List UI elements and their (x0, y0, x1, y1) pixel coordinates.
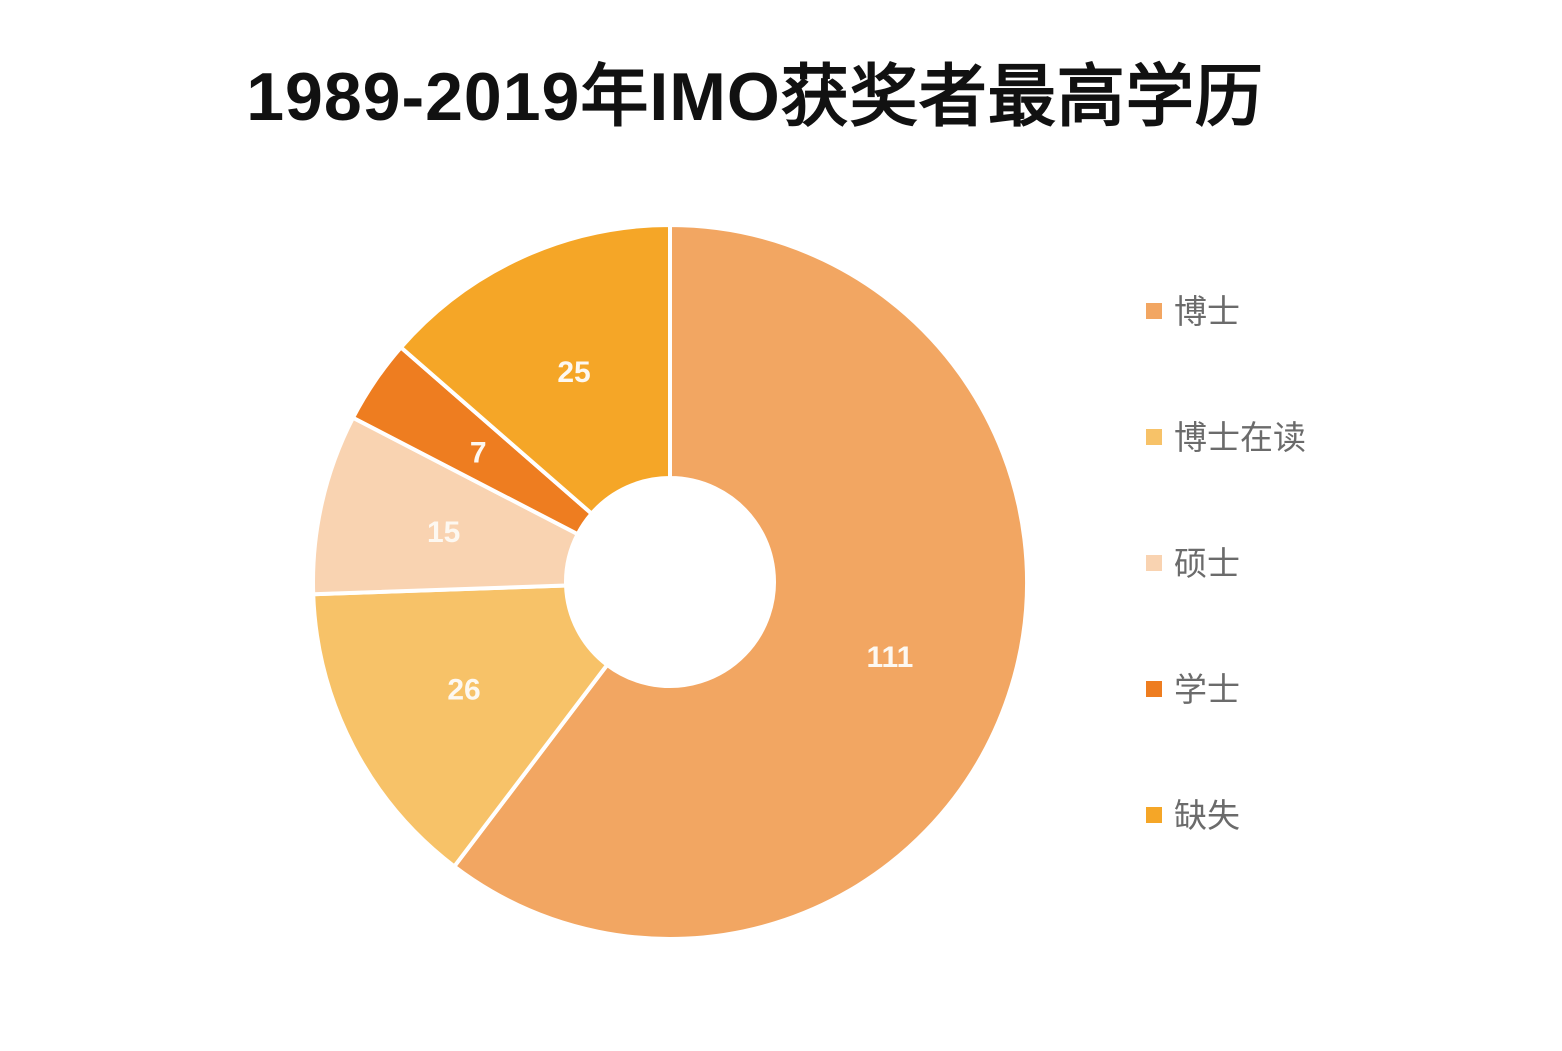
legend-label: 缺失 (1174, 796, 1240, 834)
legend-item-missing: 缺失 (1146, 791, 1306, 839)
legend-item-phd-in-progress: 博士在读 (1146, 413, 1306, 461)
slice-value-label-phd-in-progress: 26 (447, 674, 480, 707)
legend-label: 博士在读 (1174, 418, 1306, 456)
legend-item-phd: 博士 (1146, 287, 1306, 335)
slice-value-label-masters: 15 (427, 516, 460, 549)
slice-value-label-missing: 25 (557, 356, 590, 389)
legend-item-masters: 硕士 (1146, 539, 1306, 587)
chart-title: 1989-2019年IMO获奖者最高学历 (246, 59, 1264, 135)
pie-slice-phd-in-progress (311, 583, 610, 869)
pie-slice-missing (398, 223, 672, 516)
slice-value-label-bachelors: 7 (470, 437, 487, 470)
legend-swatch-icon (1146, 555, 1162, 571)
legend-item-bachelors: 学士 (1146, 665, 1306, 713)
pie-slice-phd (452, 223, 1029, 941)
legend: 博士博士在读硕士学士缺失 (1146, 287, 1306, 839)
legend-swatch-icon (1146, 429, 1162, 445)
slice-value-label-phd: 111 (867, 641, 914, 674)
legend-label: 博士 (1174, 292, 1240, 330)
pie-slice-masters (311, 415, 580, 597)
legend-swatch-icon (1146, 807, 1162, 823)
legend-label: 硕士 (1174, 544, 1240, 582)
legend-swatch-icon (1146, 303, 1162, 319)
legend-swatch-icon (1146, 681, 1162, 697)
legend-label: 学士 (1174, 670, 1240, 708)
